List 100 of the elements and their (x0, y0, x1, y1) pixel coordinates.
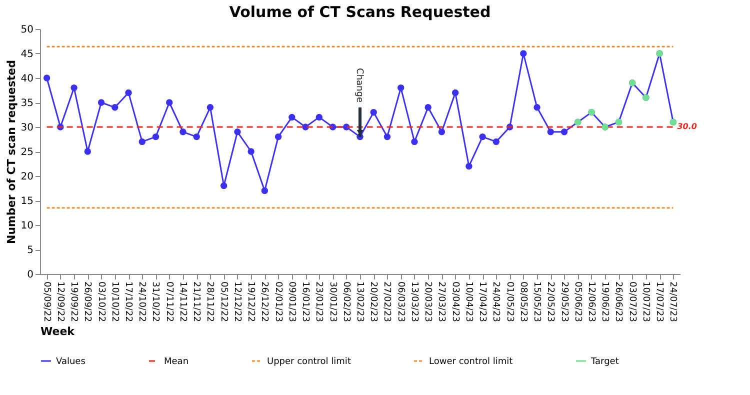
x-tick-label: 31/10/22 (150, 282, 160, 322)
y-tick-label: 45 (20, 49, 34, 60)
point (384, 133, 391, 140)
x-tick-label: 03/10/22 (96, 282, 106, 322)
point (520, 50, 527, 57)
y-tick-label: 25 (20, 147, 34, 158)
point (152, 133, 160, 140)
x-tick-label: 08/05/23 (518, 282, 528, 322)
x-tick-label: 26/06/23 (613, 282, 624, 322)
point (261, 187, 268, 194)
x-tick-label: 12/09/22 (54, 282, 65, 322)
x-tick-label: 09/01/23 (286, 282, 296, 322)
x-tick-label: 13/03/23 (408, 282, 419, 322)
x-tick-label: 26/12/22 (259, 282, 270, 322)
point (206, 104, 214, 111)
point (125, 89, 132, 96)
x-tick-label: 01/05/23 (504, 282, 514, 322)
x-tick-label: 05/12/22 (218, 282, 228, 322)
x-tick-label: 14/11/22 (177, 282, 188, 322)
x-tick-label: 23/01/23 (314, 282, 324, 322)
x-tick-label: 30/01/23 (327, 282, 338, 322)
y-tick-label: 15 (20, 196, 34, 207)
y-tick-label: 35 (20, 98, 34, 109)
point (43, 74, 50, 82)
x-tick-label: 10/10/22 (109, 282, 120, 322)
legend-label: Values (56, 357, 86, 367)
annotation: 30.0 (677, 122, 698, 131)
y-tick-label: 5 (27, 245, 34, 256)
point (560, 128, 568, 136)
x-tick-label: 26/09/22 (82, 282, 92, 322)
x-tick-label: 17/07/23 (654, 282, 664, 322)
chart-title: Volume of CT Scans Requested (229, 3, 491, 21)
legend-label: Target (590, 357, 620, 367)
point (424, 104, 432, 111)
y-tick-label: 40 (20, 74, 34, 84)
y-tick-label: 50 (20, 24, 34, 36)
point (180, 128, 186, 136)
y-tick-label: 20 (20, 172, 34, 182)
x-axis-title: Week (40, 324, 76, 338)
point (248, 148, 254, 155)
x-tick-label: 15/05/23 (532, 282, 542, 322)
legend-label: Lower control limit (429, 357, 514, 367)
x-tick-label: 05/09/22 (41, 282, 52, 322)
x-tick-label: 12/06/23 (586, 282, 596, 322)
legend-label: Upper control limit (267, 357, 352, 367)
point (220, 182, 228, 190)
x-tick-label: 19/09/22 (68, 282, 79, 322)
x-tick-label: 24/07/23 (668, 282, 678, 322)
point (452, 89, 459, 96)
x-tick-label: 17/04/23 (477, 282, 488, 322)
point (411, 138, 418, 146)
x-tick-label: 16/01/23 (300, 282, 310, 322)
point (438, 128, 446, 136)
x-tick-label: 17/10/22 (123, 282, 134, 322)
legend-label: Mean (164, 357, 189, 367)
x-tick-label: 06/02/23 (340, 282, 351, 322)
x-tick-label: 20/03/23 (422, 282, 433, 322)
point (274, 133, 282, 140)
point (138, 138, 146, 146)
x-tick-label: 24/10/22 (136, 282, 147, 322)
y-axis-title: Number of CT scan requested (4, 60, 18, 244)
point (547, 128, 554, 136)
point (84, 148, 92, 155)
point (288, 114, 296, 121)
point (397, 84, 404, 92)
x-tick-label: 21/11/22 (191, 282, 202, 322)
point (166, 99, 173, 106)
x-tick-label: 07/11/22 (164, 282, 174, 322)
x-tick-label: 13/02/23 (354, 282, 364, 322)
annotation: Change (354, 68, 364, 103)
x-tick-label: 19/06/23 (600, 282, 610, 322)
x-tick-label: 27/02/23 (382, 282, 392, 322)
x-tick-label: 10/04/23 (463, 282, 474, 322)
x-tick-label: 03/04/23 (450, 282, 460, 322)
x-tick-label: 03/07/23 (626, 282, 637, 322)
point (492, 138, 500, 146)
x-tick-label: 24/04/23 (490, 282, 501, 322)
y-tick-label: 10 (20, 220, 34, 232)
point (479, 133, 486, 140)
point (316, 114, 323, 121)
x-tick-label: 22/05/23 (545, 282, 556, 322)
x-tick-label: 12/12/22 (232, 282, 242, 322)
x-tick-label: 05/06/23 (572, 282, 582, 322)
point (112, 104, 118, 111)
point (98, 99, 105, 106)
x-tick-label: 27/03/23 (436, 282, 446, 322)
x-tick-label: 10/07/23 (640, 282, 650, 322)
x-tick-label: 28/11/22 (204, 282, 215, 322)
x-tick-label: 29/05/23 (558, 282, 569, 322)
y-tick-label: 30 (20, 122, 34, 134)
point (466, 162, 472, 170)
point (70, 84, 78, 92)
x-tick-label: 06/03/23 (395, 282, 406, 322)
point (534, 104, 540, 111)
point (370, 108, 377, 116)
x-tick-label: 19/12/22 (246, 282, 256, 322)
x-tick-label: 02/01/23 (272, 282, 283, 322)
x-tick-label: 20/02/23 (368, 282, 378, 322)
y-tick-label: 0 (27, 270, 34, 280)
point (193, 133, 200, 140)
